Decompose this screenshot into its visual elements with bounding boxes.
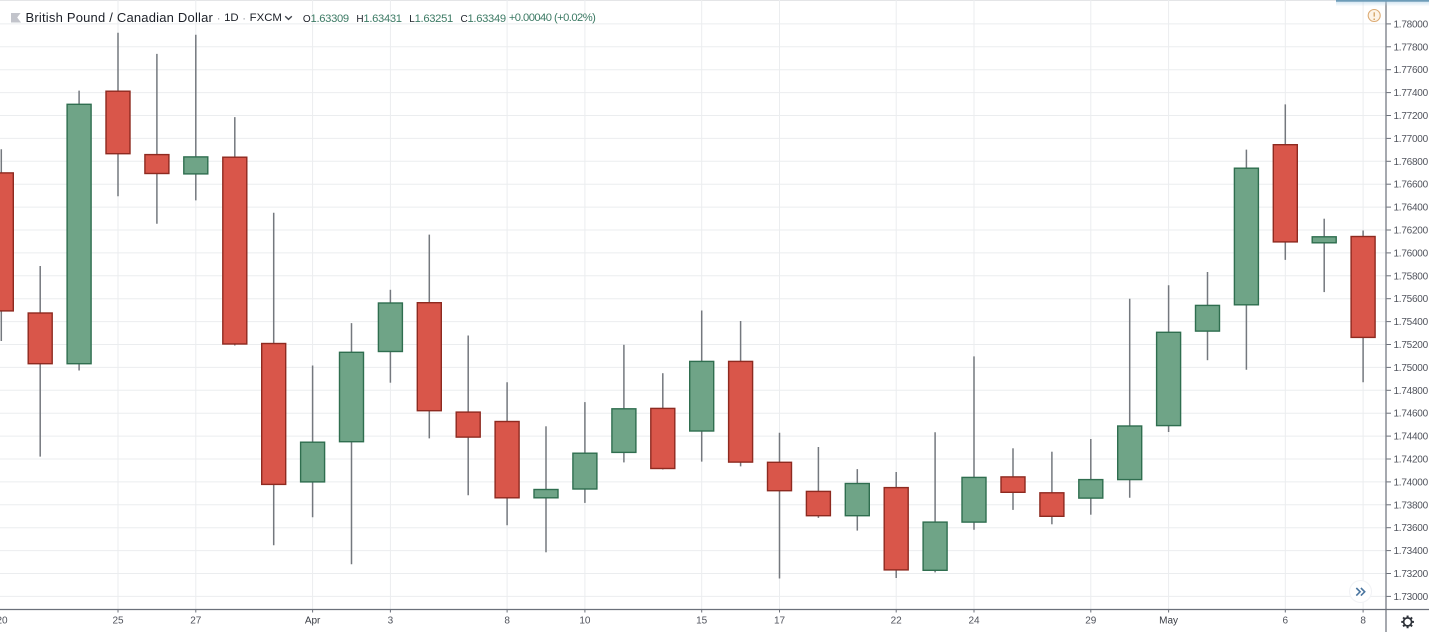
svg-text:1.75600: 1.75600 bbox=[1394, 294, 1429, 305]
svg-text:1.73200: 1.73200 bbox=[1394, 569, 1429, 580]
svg-text:29: 29 bbox=[1085, 616, 1097, 627]
svg-text:1.73000: 1.73000 bbox=[1394, 592, 1429, 603]
svg-text:1.74600: 1.74600 bbox=[1394, 409, 1429, 420]
svg-text:1.76400: 1.76400 bbox=[1394, 203, 1429, 214]
svg-text:1.77200: 1.77200 bbox=[1394, 111, 1429, 122]
svg-text:8: 8 bbox=[504, 616, 510, 627]
svg-text:1.77600: 1.77600 bbox=[1394, 65, 1429, 76]
svg-text:17: 17 bbox=[774, 616, 786, 627]
svg-text:1.76800: 1.76800 bbox=[1394, 157, 1429, 168]
svg-text:10: 10 bbox=[579, 616, 591, 627]
svg-text:6: 6 bbox=[1283, 616, 1289, 627]
svg-text:1.74400: 1.74400 bbox=[1394, 432, 1429, 443]
svg-text:May: May bbox=[1159, 616, 1178, 627]
svg-text:1.77800: 1.77800 bbox=[1394, 42, 1429, 53]
svg-text:1.75000: 1.75000 bbox=[1394, 363, 1429, 374]
svg-text:1.75200: 1.75200 bbox=[1394, 340, 1429, 351]
svg-text:27: 27 bbox=[190, 616, 202, 627]
svg-text:1.74800: 1.74800 bbox=[1394, 386, 1429, 397]
svg-text:1.73400: 1.73400 bbox=[1394, 546, 1429, 557]
svg-text:1.76200: 1.76200 bbox=[1394, 226, 1429, 237]
svg-text:15: 15 bbox=[696, 616, 708, 627]
svg-text:20: 20 bbox=[0, 616, 8, 627]
svg-text:1.73600: 1.73600 bbox=[1394, 523, 1429, 534]
svg-text:8: 8 bbox=[1360, 616, 1366, 627]
svg-text:Apr: Apr bbox=[305, 616, 321, 627]
svg-text:24: 24 bbox=[968, 616, 980, 627]
svg-text:1.77400: 1.77400 bbox=[1394, 88, 1429, 99]
svg-text:1.75400: 1.75400 bbox=[1394, 317, 1429, 328]
svg-text:22: 22 bbox=[891, 616, 903, 627]
svg-text:1.76000: 1.76000 bbox=[1394, 248, 1429, 259]
svg-text:1.77000: 1.77000 bbox=[1394, 134, 1429, 145]
svg-text:3: 3 bbox=[388, 616, 394, 627]
svg-text:25: 25 bbox=[112, 616, 124, 627]
svg-text:1.75800: 1.75800 bbox=[1394, 271, 1429, 282]
svg-text:1.73800: 1.73800 bbox=[1394, 500, 1429, 511]
svg-text:1.74200: 1.74200 bbox=[1394, 455, 1429, 466]
svg-text:1.76600: 1.76600 bbox=[1394, 180, 1429, 191]
svg-text:1.78000: 1.78000 bbox=[1394, 19, 1429, 30]
svg-text:1.74000: 1.74000 bbox=[1394, 477, 1429, 488]
